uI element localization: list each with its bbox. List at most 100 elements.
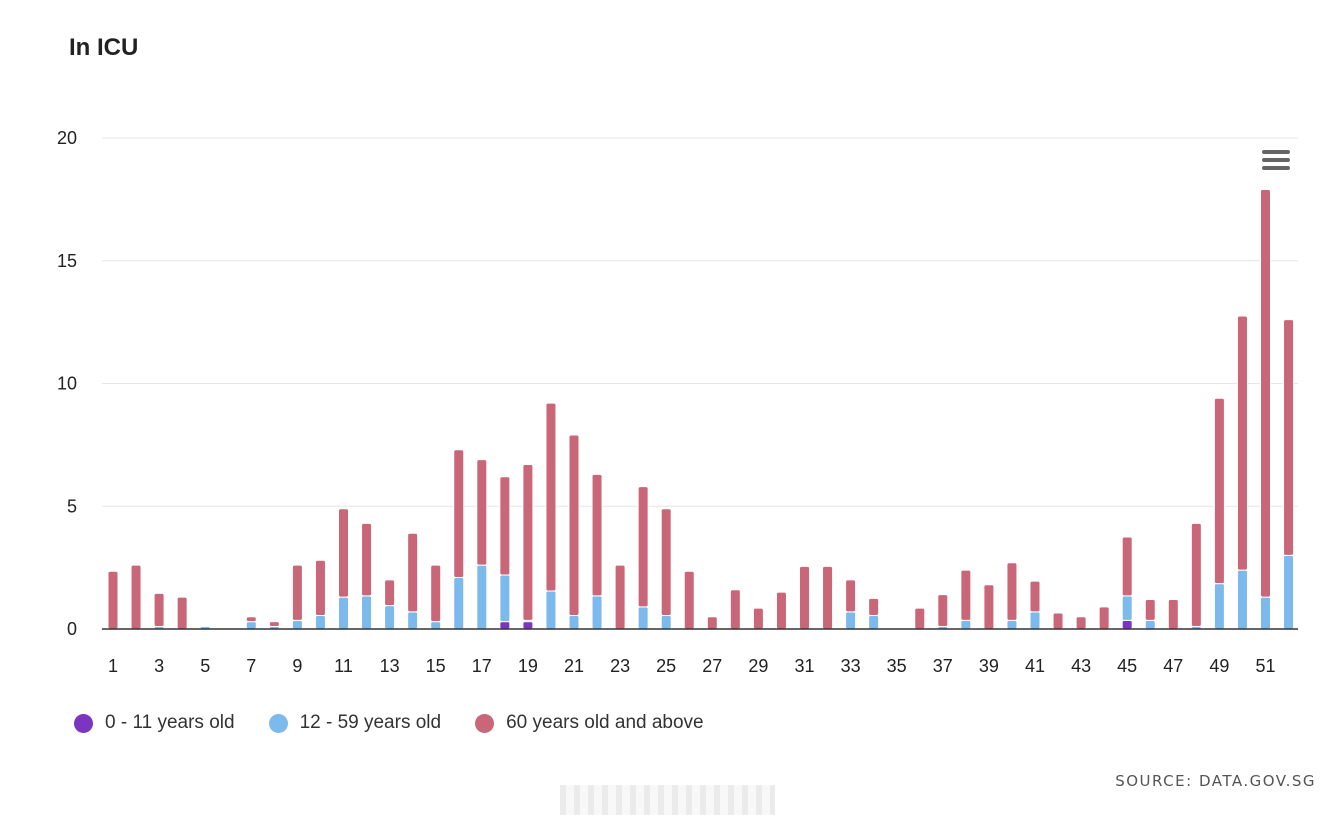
bar-segment-age-12-59[interactable] — [1236, 569, 1248, 630]
bar-segment-age-60-plus[interactable] — [1190, 522, 1202, 628]
bar-segment-age-12-59[interactable] — [1029, 611, 1041, 630]
x-tick-label: 33 — [841, 656, 861, 676]
bar-segment-age-0-11[interactable] — [1121, 619, 1133, 630]
bar-segment-age-60-plus[interactable] — [1121, 536, 1133, 597]
bar-segment-age-60-plus[interactable] — [1213, 397, 1225, 585]
bar-segment-age-60-plus[interactable] — [752, 607, 764, 630]
y-tick-label: 15 — [57, 251, 77, 271]
bar-segment-age-12-59[interactable] — [314, 614, 326, 630]
bar-segment-age-60-plus[interactable] — [291, 564, 303, 621]
bar-segment-age-60-plus[interactable] — [983, 584, 995, 630]
bar-segment-age-60-plus[interactable] — [591, 473, 603, 597]
bar-segment-age-60-plus[interactable] — [361, 522, 373, 597]
bar-segment-age-60-plus[interactable] — [314, 559, 326, 616]
bar-segment-age-12-59[interactable] — [545, 590, 557, 630]
x-tick-label: 41 — [1025, 656, 1045, 676]
x-tick-label: 19 — [518, 656, 538, 676]
bar-segment-age-60-plus[interactable] — [1006, 562, 1018, 621]
bar-segment-age-60-plus[interactable] — [407, 532, 419, 613]
bar-segment-age-0-11[interactable] — [499, 621, 511, 630]
bar-segment-age-60-plus[interactable] — [476, 459, 488, 566]
bar-segment-age-60-plus[interactable] — [868, 597, 880, 616]
bar-segment-age-60-plus[interactable] — [799, 565, 810, 630]
bar-segment-age-12-59[interactable] — [245, 621, 257, 630]
bar-segment-age-12-59[interactable] — [868, 614, 880, 630]
bar-segment-age-12-59[interactable] — [291, 619, 303, 630]
bar-segment-age-12-59[interactable] — [960, 619, 972, 630]
bar-segment-age-12-59[interactable] — [1121, 595, 1133, 621]
bar-segment-age-60-plus[interactable] — [522, 464, 534, 621]
bar-segment-age-60-plus[interactable] — [176, 596, 188, 630]
bar-segment-age-60-plus[interactable] — [499, 476, 511, 576]
x-tick-label: 37 — [933, 656, 953, 676]
bar-segment-age-12-59[interactable] — [430, 621, 442, 630]
bar-segment-age-60-plus[interactable] — [545, 402, 557, 592]
bar-segment-age-60-plus[interactable] — [683, 570, 695, 630]
bar-segment-age-12-59[interactable] — [1260, 596, 1271, 630]
bar-segment-age-12-59[interactable] — [568, 614, 580, 630]
bar-segment-age-60-plus[interactable] — [660, 508, 672, 616]
bar-segment-age-60-plus[interactable] — [1260, 189, 1271, 598]
bar-segment-age-12-59[interactable] — [407, 611, 419, 630]
bar-segment-age-60-plus[interactable] — [568, 434, 580, 616]
bar-segment-age-12-59[interactable] — [1213, 583, 1225, 630]
bar-segment-age-12-59[interactable] — [476, 564, 488, 630]
chart-title: In ICU — [69, 34, 139, 61]
bar-segment-age-60-plus[interactable] — [706, 616, 718, 630]
source-credit: SOURCE: DATA.GOV.SG — [1115, 772, 1316, 790]
bar-segment-age-60-plus[interactable] — [1236, 315, 1248, 571]
bar-segment-age-60-plus[interactable] — [637, 486, 649, 608]
bar-segment-age-60-plus[interactable] — [338, 508, 349, 598]
legend-item-60-plus[interactable]: 60 years old and above — [475, 712, 704, 734]
bar-segment-age-60-plus[interactable] — [1283, 319, 1295, 556]
x-tick-label: 23 — [610, 656, 630, 676]
x-tick-label: 29 — [748, 656, 768, 676]
x-tick-label: 5 — [200, 656, 210, 676]
bar-segment-age-12-59[interactable] — [338, 596, 349, 630]
bar-segment-age-12-59[interactable] — [591, 595, 603, 630]
bar-segment-age-12-59[interactable] — [660, 614, 672, 630]
bar-segment-age-60-plus[interactable] — [914, 607, 926, 630]
x-tick-label: 15 — [426, 656, 446, 676]
bar-segment-age-60-plus[interactable] — [1029, 580, 1041, 613]
bar-segment-age-12-59[interactable] — [453, 576, 465, 630]
bar-segment-age-12-59[interactable] — [384, 605, 396, 630]
bar-segment-age-60-plus[interactable] — [845, 579, 857, 613]
x-tick-label: 17 — [472, 656, 492, 676]
hamburger-menu-icon[interactable] — [1262, 150, 1294, 174]
y-tick-label: 10 — [57, 374, 77, 394]
bar-segment-age-60-plus[interactable] — [937, 594, 949, 628]
bar-segment-age-12-59[interactable] — [361, 595, 373, 630]
bar-segment-age-60-plus[interactable] — [729, 589, 741, 630]
bar-segment-age-12-59[interactable] — [1006, 619, 1018, 630]
legend-item-0-11[interactable]: 0 - 11 years old — [74, 712, 235, 734]
x-tick-label: 13 — [380, 656, 400, 676]
bar-segment-age-60-plus[interactable] — [453, 449, 465, 578]
bar-segment-age-0-11[interactable] — [522, 621, 534, 630]
bar-segment-age-60-plus[interactable] — [1098, 606, 1110, 630]
bar-segment-age-60-plus[interactable] — [268, 621, 280, 628]
y-axis-labels: 0 5 10 15 20 — [57, 128, 77, 639]
x-tick-label: 25 — [656, 656, 676, 676]
bar-segment-age-60-plus[interactable] — [153, 592, 165, 628]
legend-item-12-59[interactable]: 12 - 59 years old — [268, 712, 441, 734]
bar-segment-age-60-plus[interactable] — [245, 616, 257, 623]
bar-segment-age-60-plus[interactable] — [614, 564, 626, 630]
bar-segment-age-60-plus[interactable] — [1167, 599, 1179, 630]
bar-segment-age-60-plus[interactable] — [384, 579, 396, 607]
bar-segment-age-12-59[interactable] — [637, 606, 649, 630]
x-tick-label: 7 — [246, 656, 256, 676]
bar-segment-age-12-59[interactable] — [1283, 554, 1295, 630]
bar-segment-age-60-plus[interactable] — [775, 591, 787, 630]
bar-segment-age-60-plus[interactable] — [822, 565, 834, 630]
bar-segment-age-60-plus[interactable] — [1052, 612, 1064, 630]
bar-segment-age-60-plus[interactable] — [430, 564, 442, 623]
bar-segment-age-12-59[interactable] — [1144, 619, 1156, 630]
bar-segment-age-60-plus[interactable] — [1144, 599, 1156, 621]
bar-segment-age-60-plus[interactable] — [960, 569, 972, 621]
bar-segment-age-12-59[interactable] — [499, 574, 511, 623]
bar-segment-age-60-plus[interactable] — [130, 564, 142, 630]
bar-segment-age-12-59[interactable] — [845, 611, 857, 630]
bar-segment-age-60-plus[interactable] — [107, 570, 119, 630]
bar-segment-age-60-plus[interactable] — [1075, 616, 1087, 630]
